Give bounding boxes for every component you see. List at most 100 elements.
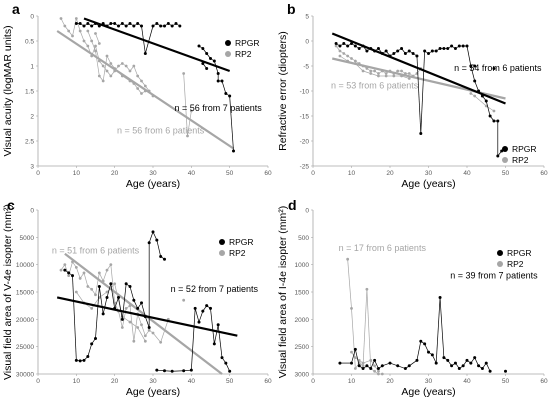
data-point (361, 361, 365, 365)
legend-label-rp2: RP2 (512, 155, 529, 165)
y-tick-label: 500 (298, 235, 309, 242)
data-point (365, 287, 369, 291)
data-point (151, 230, 155, 234)
data-point (377, 372, 380, 376)
data-point (220, 356, 224, 360)
data-point (140, 92, 143, 95)
y-tick-label: -25 (300, 164, 310, 171)
data-point (473, 94, 477, 98)
data-point (170, 369, 174, 373)
data-point (357, 47, 361, 50)
trajectory-segment (339, 55, 348, 62)
data-point (189, 109, 193, 113)
data-point (373, 69, 376, 73)
trajectory-segment (75, 18, 81, 32)
data-point (434, 49, 438, 53)
annotation-n: n = 56 from 6 patients (117, 126, 205, 136)
x-tick-label: 20 (386, 170, 394, 177)
data-point (132, 64, 136, 68)
data-point (350, 361, 353, 365)
data-point (101, 312, 105, 316)
data-point (365, 364, 369, 368)
data-point (427, 52, 430, 55)
data-point (186, 134, 189, 138)
trajectory-segment (351, 349, 356, 364)
trajectory-segment (194, 308, 200, 323)
trajectory-segment (172, 370, 184, 372)
data-point (128, 22, 132, 25)
data-point (140, 79, 143, 83)
data-point (71, 274, 74, 278)
data-point (342, 52, 346, 55)
data-point (361, 364, 365, 368)
trajectory-segment (190, 308, 196, 371)
data-point (369, 367, 373, 371)
legend-marker-rpgr (497, 250, 503, 256)
data-point (346, 257, 350, 261)
legend-marker-rpgr (225, 40, 231, 46)
y-tick-label: 1000 (295, 262, 310, 269)
x-tick-label: 50 (226, 378, 234, 385)
legend-label-rpgr: RPGR (229, 237, 254, 247)
data-point (365, 49, 369, 53)
trend-line (56, 30, 235, 150)
y-tick-label: 30000 (16, 372, 34, 379)
x-axis-title: Age (years) (401, 178, 455, 190)
x-tick-label: 30 (425, 170, 433, 177)
data-point (86, 355, 90, 359)
data-point (63, 24, 67, 28)
data-point (338, 49, 342, 53)
data-point (97, 74, 101, 78)
y-tick-label: 0 (305, 208, 309, 215)
data-point (446, 358, 450, 362)
trajectory-segment (133, 65, 138, 77)
trajectory-segment (152, 231, 158, 241)
x-tick-label: 0 (311, 170, 315, 177)
data-point (117, 64, 120, 68)
data-point (373, 364, 376, 368)
data-point (94, 336, 97, 340)
data-point (453, 361, 457, 365)
data-point (201, 309, 205, 313)
data-point (377, 72, 380, 75)
data-point (403, 52, 407, 55)
trajectory-segment (98, 286, 104, 314)
trajectory-segment (144, 25, 154, 54)
data-point (174, 22, 178, 25)
series-rp2 (59, 252, 223, 375)
data-point (457, 44, 461, 48)
x-tick-label: 10 (348, 170, 356, 177)
data-point (469, 64, 473, 68)
trend-line (83, 17, 231, 73)
data-point (392, 52, 396, 55)
panel-label: c (7, 197, 15, 213)
data-point (342, 42, 346, 45)
trajectory-segment (183, 73, 188, 137)
data-point (109, 282, 113, 286)
x-tick-label: 0 (311, 378, 315, 385)
data-point (132, 24, 136, 28)
data-point (140, 301, 143, 305)
series-rpgr (56, 230, 238, 373)
legend-marker-rp2 (219, 250, 225, 256)
trajectory-segment (60, 18, 66, 27)
trajectory-segment (99, 272, 104, 282)
x-tick-label: 0 (36, 378, 40, 385)
data-point (71, 34, 74, 38)
data-point (216, 72, 220, 75)
trend-line (56, 296, 238, 337)
trajectory-segment (83, 272, 89, 287)
data-point (90, 287, 94, 291)
x-axis-title: Age (years) (126, 178, 180, 190)
data-point (166, 22, 170, 25)
data-point (63, 263, 67, 267)
data-point (78, 29, 82, 33)
trajectory-segment (102, 55, 108, 82)
data-point (97, 271, 101, 275)
x-tick-label: 0 (36, 170, 40, 177)
data-point (86, 44, 90, 48)
data-point (407, 364, 411, 368)
data-point (212, 59, 216, 63)
data-point (59, 268, 63, 272)
